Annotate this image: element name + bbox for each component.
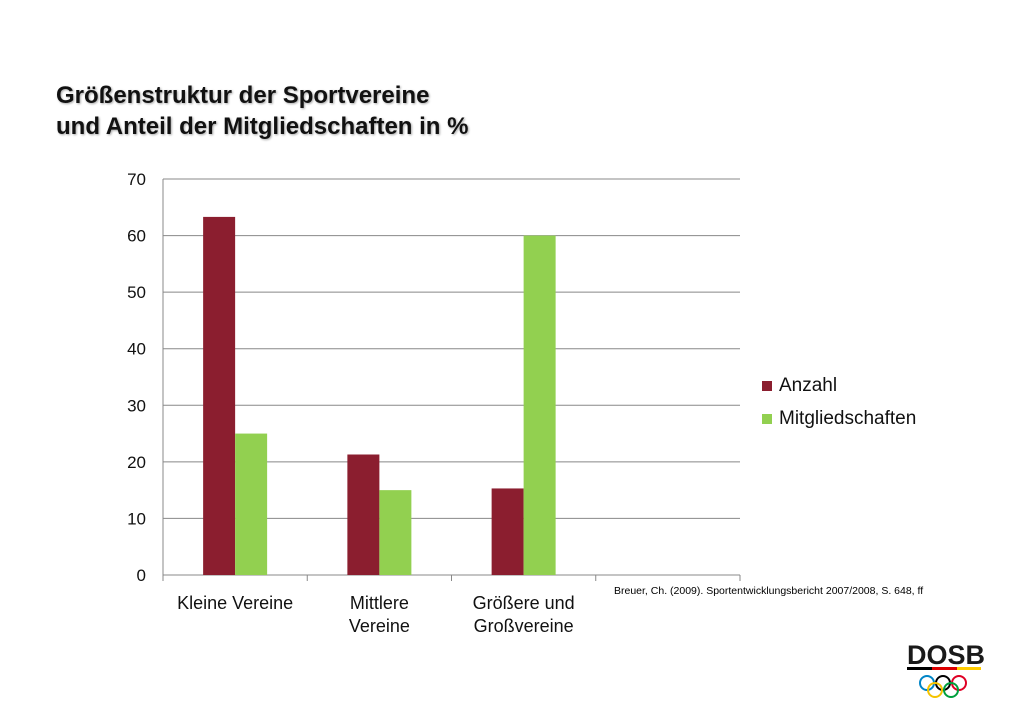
x-category-label: Größere und bbox=[473, 593, 575, 613]
x-category-label: Vereine bbox=[349, 616, 410, 636]
y-tick-label: 50 bbox=[127, 283, 146, 302]
legend-label: Mitgliedschaften bbox=[779, 408, 916, 429]
y-tick-label: 10 bbox=[127, 509, 146, 528]
bar-anzahl bbox=[491, 488, 524, 575]
bar-anzahl bbox=[347, 454, 380, 575]
chart-title: Größenstruktur der Sportvereine und Ante… bbox=[56, 80, 468, 142]
y-tick-label: 40 bbox=[127, 340, 146, 359]
dosb-logo: DOSB bbox=[907, 640, 985, 698]
y-tick-label: 60 bbox=[127, 227, 146, 246]
y-tick-label: 0 bbox=[137, 566, 146, 585]
legend-swatch bbox=[762, 414, 772, 424]
y-tick-label: 70 bbox=[127, 170, 146, 189]
x-category-label: Mittlere bbox=[350, 593, 409, 613]
legend-swatch bbox=[762, 381, 772, 391]
y-tick-label: 20 bbox=[127, 453, 146, 472]
x-category-label: Großvereine bbox=[474, 616, 574, 636]
chart-title-line-2: und Anteil der Mitgliedschaften in % bbox=[56, 113, 469, 140]
chart-title-line-1: Größenstruktur der Sportvereine bbox=[56, 82, 430, 109]
dosb-logo-text: DOSB bbox=[907, 640, 985, 670]
bar-anzahl bbox=[203, 216, 236, 575]
source-note: Breuer, Ch. (2009). Sportentwicklungsber… bbox=[614, 585, 924, 597]
legend-label: Anzahl bbox=[779, 375, 837, 396]
bar-mitgliedschaften bbox=[379, 490, 412, 575]
bar-mitgliedschaften bbox=[235, 433, 268, 575]
x-category-label: Kleine Vereine bbox=[177, 593, 293, 613]
bar-mitgliedschaften bbox=[523, 235, 556, 576]
y-tick-label: 30 bbox=[127, 396, 146, 415]
